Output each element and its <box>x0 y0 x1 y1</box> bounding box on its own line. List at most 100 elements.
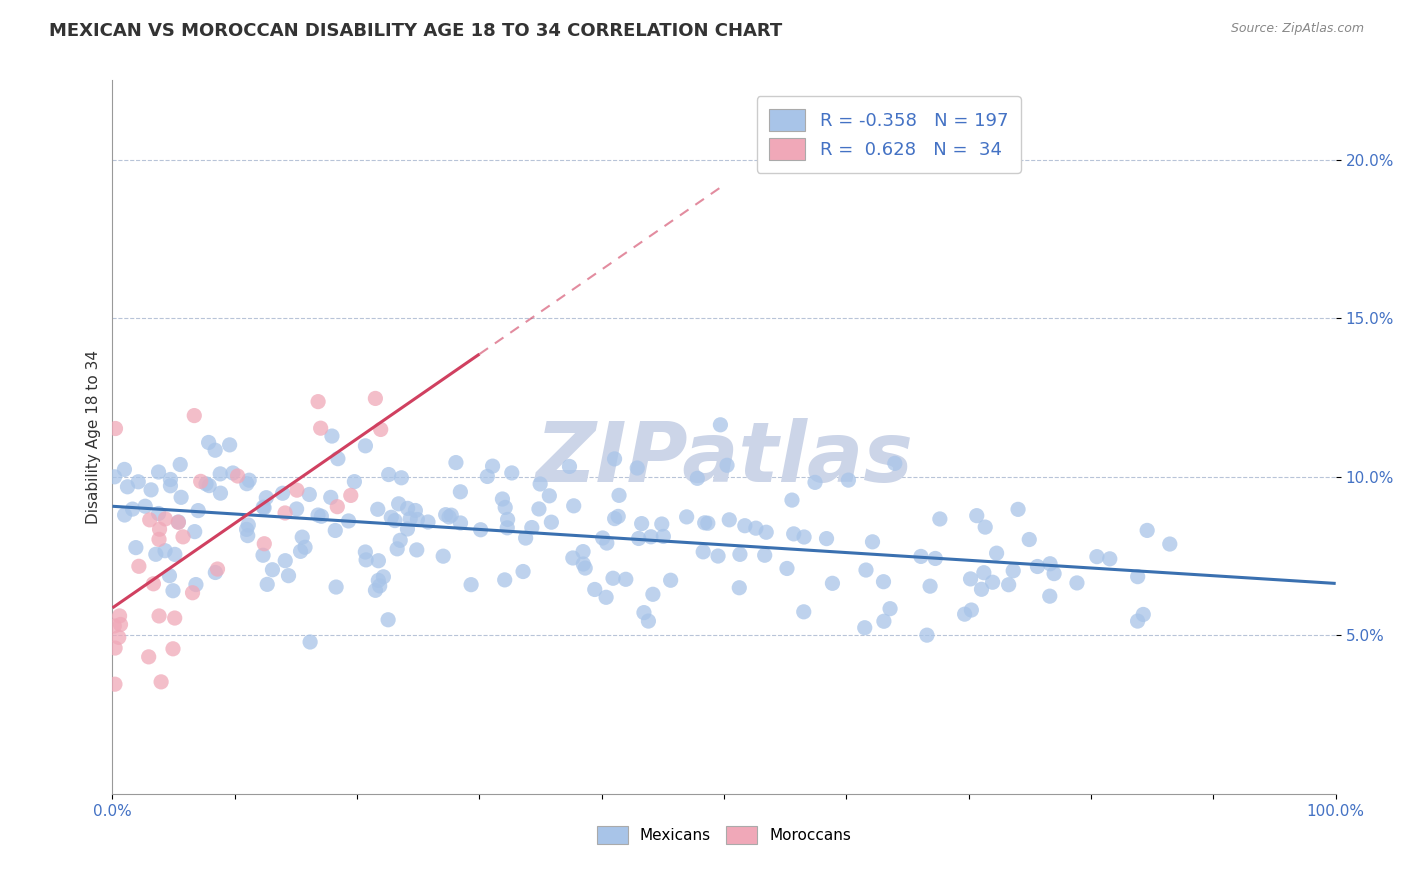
Point <box>538 489 561 503</box>
Point <box>997 578 1019 592</box>
Point <box>252 500 274 515</box>
Point <box>924 551 946 566</box>
Point <box>675 509 697 524</box>
Point <box>148 609 170 624</box>
Point <box>103 619 125 633</box>
Point <box>238 518 260 533</box>
Point <box>1007 502 1029 516</box>
Point <box>728 547 751 561</box>
Point <box>651 516 673 531</box>
Point <box>583 582 606 597</box>
Point <box>574 561 596 575</box>
Point <box>170 491 193 505</box>
Point <box>107 631 129 645</box>
Point <box>470 523 492 537</box>
Point <box>285 483 308 497</box>
Point <box>207 562 229 576</box>
Point <box>494 500 516 515</box>
Point <box>253 537 276 551</box>
Point <box>253 500 276 515</box>
Point <box>236 528 259 542</box>
Point <box>367 574 389 588</box>
Point <box>755 525 778 540</box>
Point <box>399 512 422 526</box>
Point <box>354 545 377 559</box>
Point <box>793 605 815 619</box>
Point <box>837 473 859 487</box>
Point <box>148 465 170 479</box>
Point <box>821 576 844 591</box>
Y-axis label: Disability Age 18 to 34: Disability Age 18 to 34 <box>86 350 101 524</box>
Point <box>491 491 513 506</box>
Point <box>354 553 377 567</box>
Point <box>481 459 503 474</box>
Point <box>159 568 181 582</box>
Point <box>172 530 194 544</box>
Point <box>630 516 652 531</box>
Point <box>339 488 361 502</box>
Point <box>1136 524 1159 538</box>
Point <box>540 515 562 529</box>
Point <box>104 677 127 691</box>
Point <box>298 487 321 501</box>
Point <box>197 435 219 450</box>
Point <box>311 509 333 524</box>
Point <box>377 613 399 627</box>
Point <box>959 572 981 586</box>
Point <box>405 542 427 557</box>
Point <box>103 470 125 484</box>
Point <box>226 469 249 483</box>
Point <box>110 617 132 632</box>
Point <box>354 439 377 453</box>
Point <box>184 577 207 591</box>
Point <box>299 635 322 649</box>
Point <box>693 516 716 530</box>
Point <box>169 458 191 472</box>
Point <box>596 536 619 550</box>
Point <box>776 561 799 575</box>
Point <box>754 548 776 562</box>
Point <box>138 649 160 664</box>
Point <box>709 417 731 432</box>
Point <box>444 456 467 470</box>
Point <box>440 508 463 523</box>
Point <box>562 499 585 513</box>
Point <box>973 566 995 580</box>
Point <box>209 486 232 500</box>
Point <box>1126 569 1149 583</box>
Point <box>696 516 718 531</box>
Point <box>782 527 804 541</box>
Point <box>159 473 181 487</box>
Point <box>167 515 190 529</box>
Point <box>209 467 232 481</box>
Point <box>404 503 426 517</box>
Point <box>928 512 950 526</box>
Legend: Mexicans, Moroccans: Mexicans, Moroccans <box>591 820 858 850</box>
Point <box>855 563 877 577</box>
Point <box>198 478 221 492</box>
Point <box>416 515 439 529</box>
Point <box>815 532 838 546</box>
Point <box>1159 537 1181 551</box>
Point <box>527 502 550 516</box>
Point <box>364 583 387 598</box>
Point <box>148 522 170 536</box>
Point <box>326 451 349 466</box>
Point <box>274 554 297 568</box>
Point <box>128 559 150 574</box>
Point <box>370 422 392 436</box>
Point <box>307 394 329 409</box>
Point <box>108 608 131 623</box>
Point <box>974 520 997 534</box>
Point <box>501 466 523 480</box>
Point <box>367 554 389 568</box>
Point <box>388 497 411 511</box>
Point <box>1043 566 1066 581</box>
Point <box>325 580 347 594</box>
Point <box>449 484 471 499</box>
Point <box>633 606 655 620</box>
Point <box>294 540 316 554</box>
Point <box>572 557 595 571</box>
Point <box>512 565 534 579</box>
Point <box>872 574 894 589</box>
